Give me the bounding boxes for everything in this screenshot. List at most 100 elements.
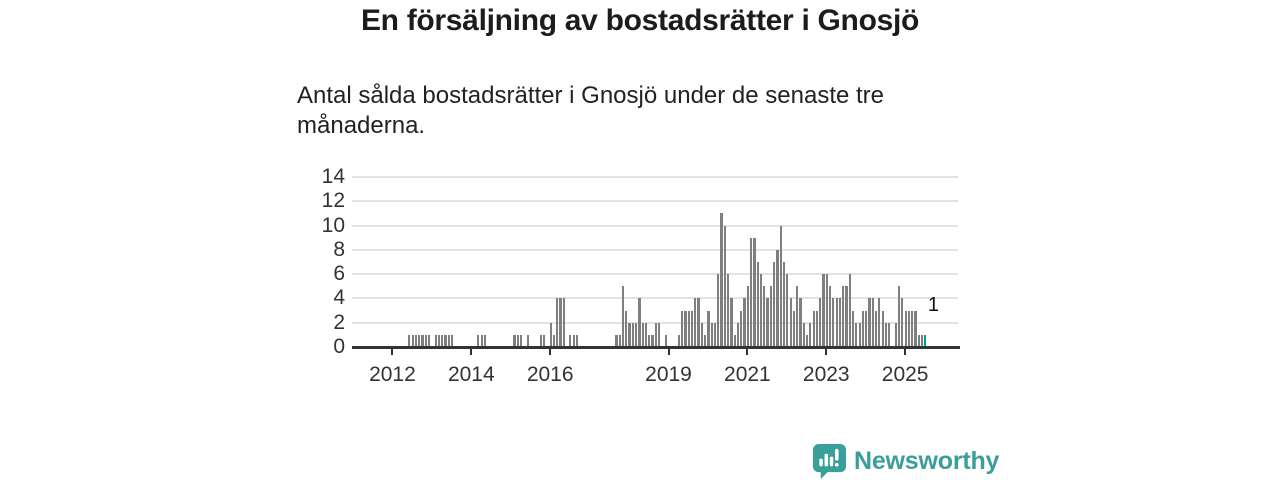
bar bbox=[421, 334, 424, 346]
bar bbox=[878, 298, 881, 346]
y-tick-label-6: 6 bbox=[333, 262, 345, 286]
bar bbox=[477, 334, 480, 346]
y-axis-labels: 0 2 4 6 8 10 12 14 bbox=[303, 0, 345, 480]
bar bbox=[418, 334, 421, 346]
y-tick-label-8: 8 bbox=[333, 237, 345, 261]
bar bbox=[763, 286, 766, 346]
bar bbox=[704, 334, 707, 346]
bar bbox=[713, 322, 717, 346]
x-tick-2021 bbox=[746, 347, 749, 355]
bar bbox=[651, 334, 654, 346]
bar bbox=[427, 334, 431, 346]
bar bbox=[677, 334, 680, 346]
bar bbox=[819, 298, 822, 346]
bar bbox=[526, 334, 529, 346]
bar bbox=[874, 310, 878, 346]
bar bbox=[444, 334, 447, 346]
x-tick-label-2019: 2019 bbox=[645, 363, 692, 386]
x-tick-label-2025: 2025 bbox=[881, 363, 929, 386]
bar bbox=[733, 334, 736, 346]
bar bbox=[638, 298, 641, 346]
bar bbox=[773, 262, 776, 346]
gridline-y14 bbox=[352, 176, 958, 178]
bar bbox=[756, 262, 759, 346]
highlight-bar bbox=[924, 334, 927, 346]
bar bbox=[917, 334, 920, 346]
bar bbox=[710, 322, 713, 346]
bar bbox=[727, 274, 730, 346]
x-tick-2012 bbox=[391, 347, 394, 355]
bar bbox=[786, 274, 789, 346]
bar bbox=[759, 274, 763, 346]
y-tick-label-2: 2 bbox=[333, 310, 345, 334]
bar bbox=[894, 322, 897, 346]
bar bbox=[552, 334, 556, 346]
bar bbox=[766, 298, 769, 346]
bar bbox=[750, 237, 753, 346]
bar bbox=[835, 298, 838, 346]
chart-subtitle: Antal sålda bostadsrätter i Gnosjö under… bbox=[297, 82, 885, 139]
bar bbox=[437, 334, 441, 346]
chart-title: En försäljning av bostadsrätter i Gnosjö bbox=[360, 4, 920, 37]
bar bbox=[832, 298, 835, 346]
bar bbox=[842, 286, 845, 346]
bar bbox=[868, 298, 871, 346]
bar bbox=[888, 322, 891, 346]
bar bbox=[914, 310, 917, 346]
bar bbox=[825, 274, 828, 346]
bar bbox=[779, 225, 782, 346]
bar bbox=[664, 334, 667, 346]
gridline-y10 bbox=[352, 224, 958, 227]
bar bbox=[447, 334, 450, 346]
bar bbox=[901, 298, 904, 346]
bar bbox=[543, 334, 546, 346]
axis-baseline bbox=[352, 346, 960, 349]
bar bbox=[838, 298, 841, 346]
bar bbox=[694, 298, 697, 346]
x-tick-label-2023: 2023 bbox=[802, 363, 850, 386]
bar bbox=[753, 237, 756, 346]
bar bbox=[792, 310, 795, 346]
bar bbox=[822, 274, 825, 346]
bar bbox=[871, 298, 874, 346]
bar bbox=[513, 334, 516, 346]
bar bbox=[572, 334, 575, 346]
bar bbox=[424, 334, 427, 346]
bar bbox=[621, 286, 625, 346]
bar bbox=[730, 298, 733, 346]
bar bbox=[539, 334, 542, 346]
bar bbox=[480, 334, 483, 346]
bar bbox=[736, 322, 740, 346]
bar bbox=[812, 310, 815, 346]
bar bbox=[615, 334, 618, 346]
bar bbox=[520, 334, 523, 346]
bar bbox=[884, 322, 887, 346]
bar bbox=[483, 334, 487, 346]
bar bbox=[559, 298, 562, 346]
bar bbox=[562, 298, 565, 346]
bar bbox=[434, 334, 437, 346]
bar bbox=[904, 310, 907, 346]
bar bbox=[618, 334, 621, 346]
bar bbox=[845, 286, 848, 346]
bar bbox=[700, 322, 703, 346]
newsworthy-logo-text: Newsworthy bbox=[854, 446, 1000, 475]
bar bbox=[796, 286, 799, 346]
bar bbox=[743, 298, 746, 346]
bar bbox=[648, 334, 651, 346]
bar bbox=[828, 286, 832, 346]
x-tick-label-2016: 2016 bbox=[526, 363, 574, 386]
bar bbox=[782, 262, 786, 346]
bar bbox=[658, 322, 661, 346]
bar bbox=[897, 286, 901, 346]
bar bbox=[631, 322, 634, 346]
bar bbox=[799, 298, 802, 346]
bar bbox=[805, 334, 809, 346]
bar bbox=[776, 249, 779, 346]
newsworthy-branding-link[interactable]: Newsworthy bbox=[812, 443, 999, 479]
bar bbox=[881, 310, 884, 346]
x-tick-label-2012: 2012 bbox=[369, 363, 416, 386]
bar bbox=[920, 334, 924, 346]
bar bbox=[809, 322, 812, 346]
